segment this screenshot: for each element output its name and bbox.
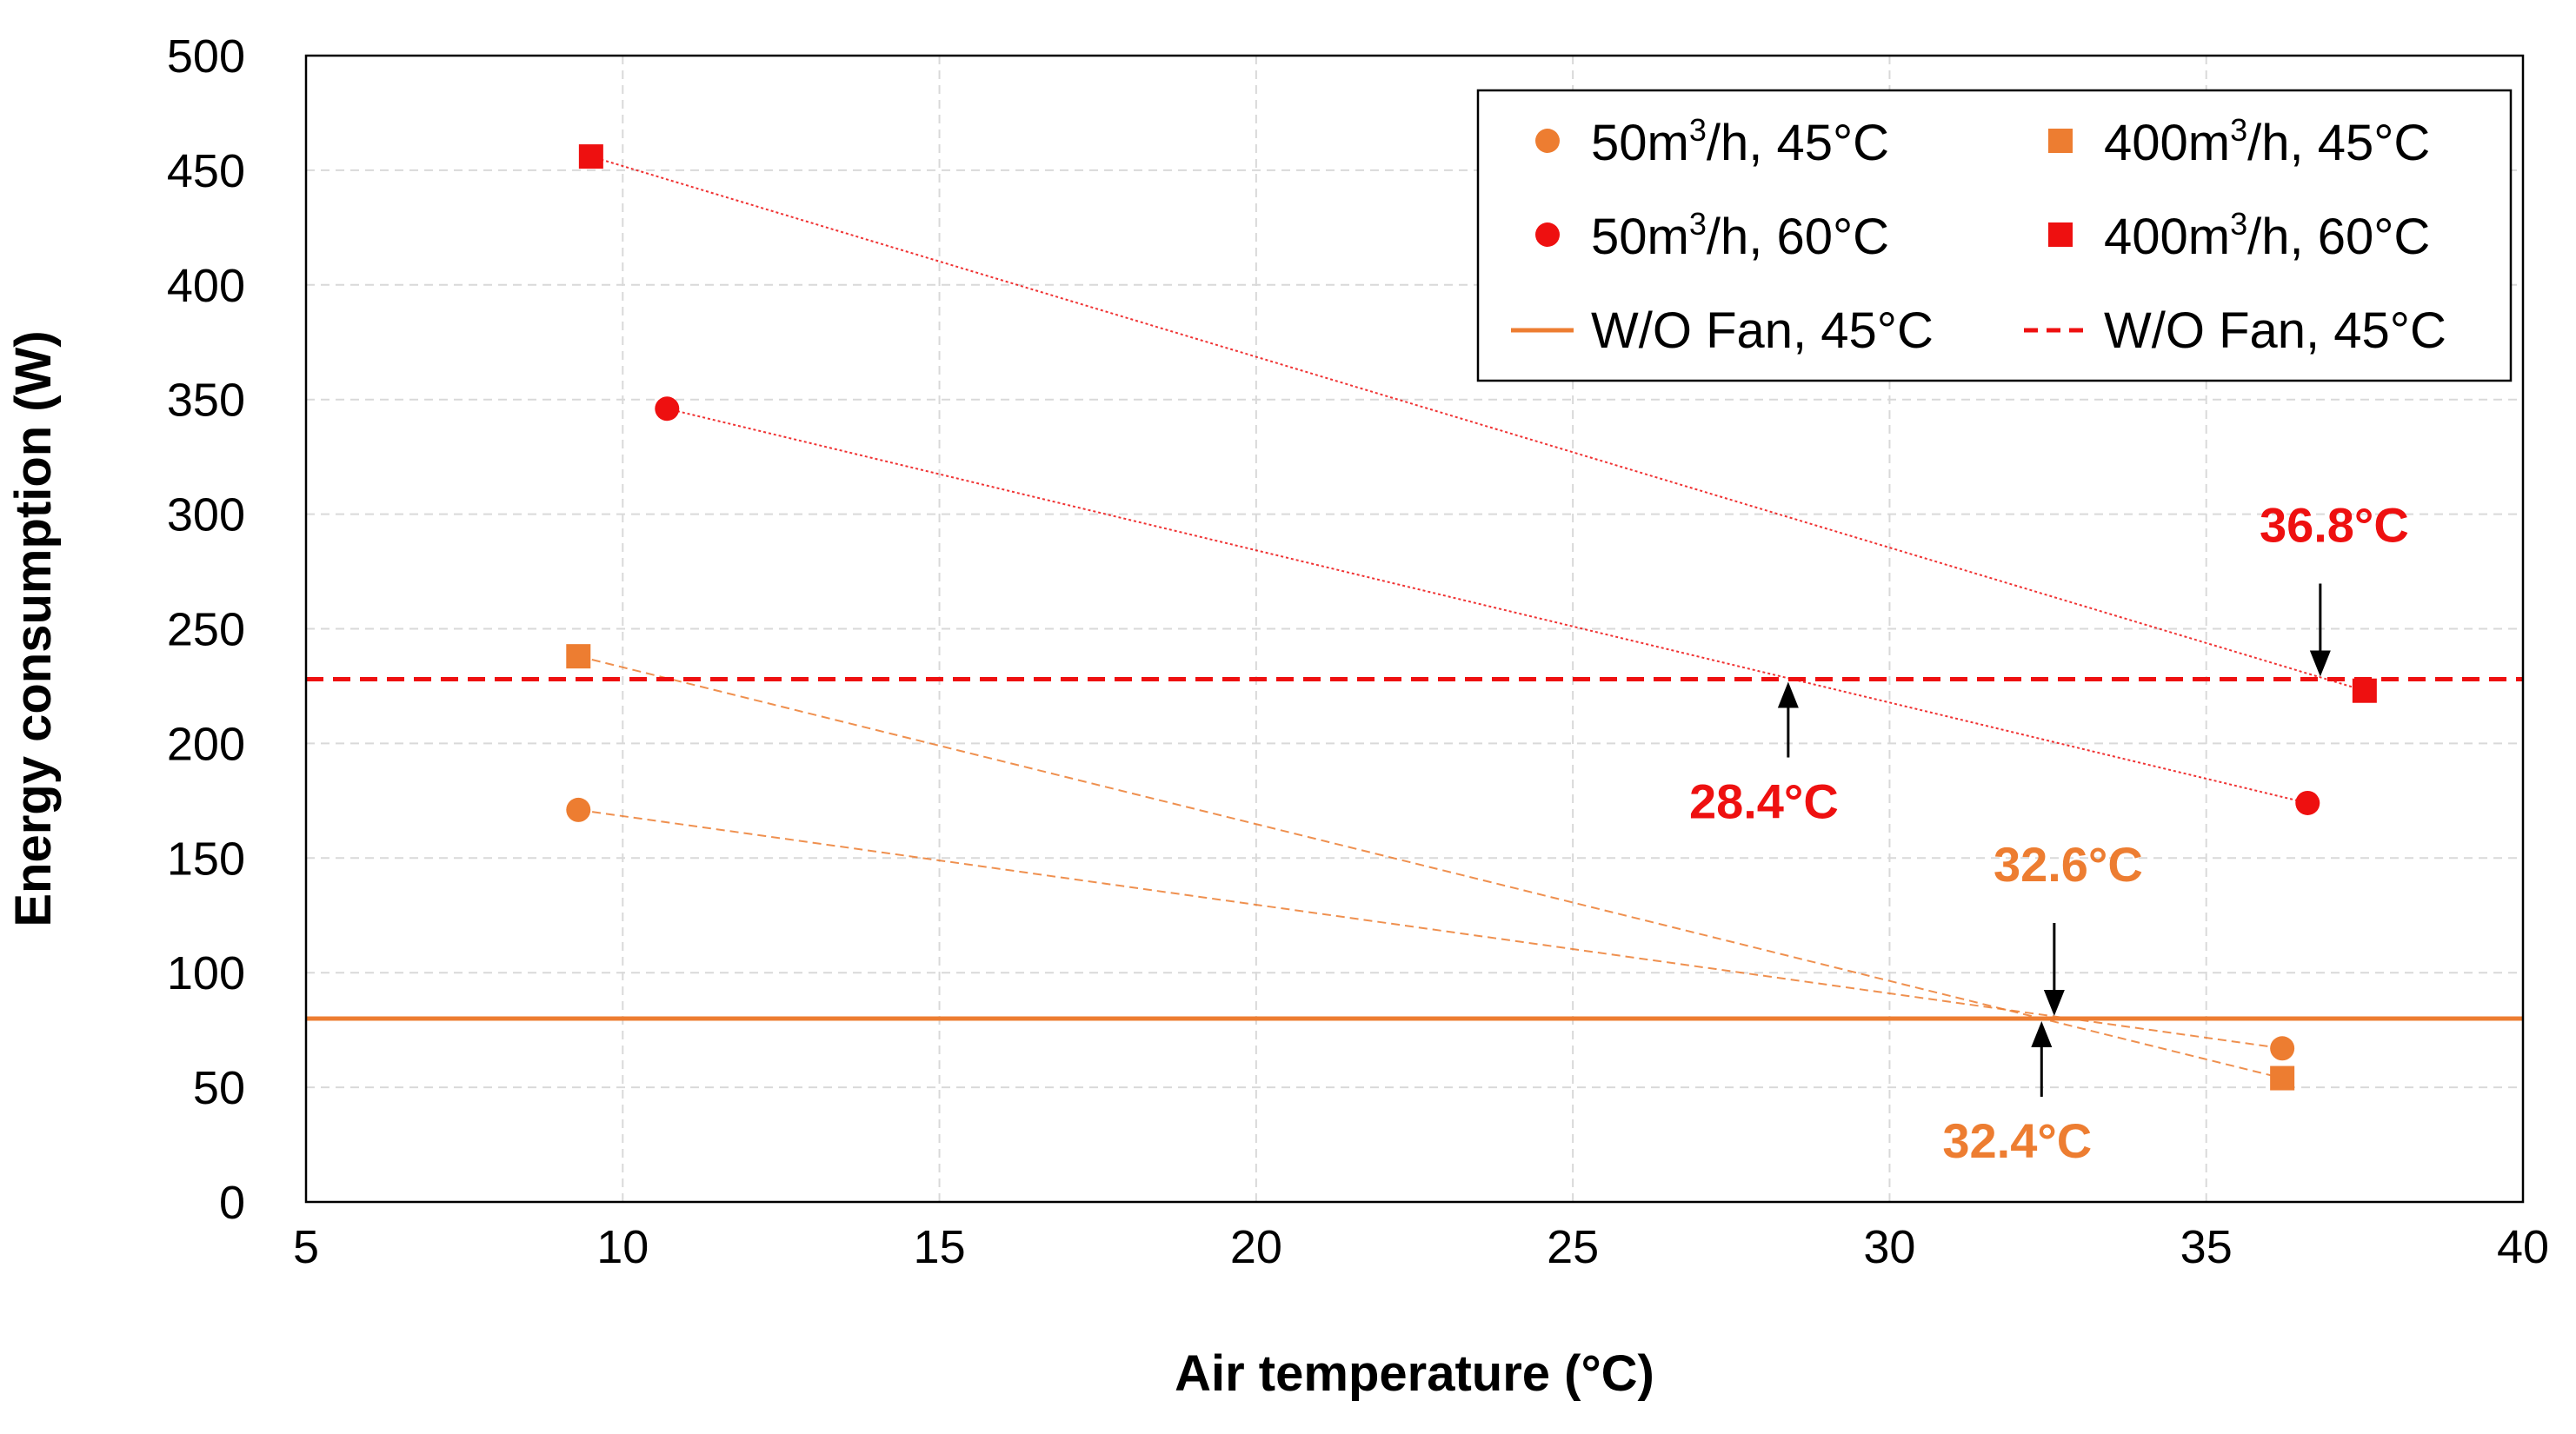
data-point-circle: [655, 396, 680, 422]
legend-label-main: 400m: [2104, 209, 2230, 265]
y-tick-label: 450: [167, 145, 245, 197]
crossing-annotations: 36.8°C 28.4°C 32.6°C 32.4°C: [1689, 498, 2409, 1168]
y-tick-label: 500: [167, 30, 245, 83]
legend-label: 50m3/h, 45°C: [1591, 112, 1889, 171]
legend-label: W/O Fan, 45°C: [2104, 302, 2446, 359]
trend-line: [578, 655, 2283, 1079]
y-tick-label: 100: [167, 947, 245, 999]
legend-swatch-circle: [1535, 222, 1560, 247]
y-tick-label: 350: [167, 375, 245, 427]
x-tick-label: 40: [2497, 1221, 2549, 1273]
legend-label: 400m3/h, 45°C: [2104, 112, 2430, 171]
trend-line: [590, 156, 2366, 692]
x-axis-title: Air temperature (°C): [1175, 1345, 1654, 1402]
y-tick-label: 150: [167, 833, 245, 885]
trend-lines: [578, 156, 2366, 1079]
y-tick-label: 50: [193, 1062, 245, 1114]
legend-label-main: 50m: [1591, 115, 1689, 171]
y-tick-label: 300: [167, 489, 245, 541]
annotation-label: 32.4°C: [1942, 1113, 2092, 1168]
annotation-label: 32.6°C: [1994, 837, 2143, 892]
y-tick-label: 400: [167, 260, 245, 312]
x-tick-label: 10: [596, 1221, 649, 1273]
data-point-square: [2270, 1066, 2295, 1091]
annotation-label: 28.4°C: [1689, 774, 1839, 829]
data-point-circle: [2295, 790, 2320, 815]
x-tick-label: 35: [2180, 1221, 2233, 1273]
annotation-label: 36.8°C: [2260, 498, 2409, 553]
y-axis-title: Energy consumption (W): [5, 330, 62, 926]
legend-label-rest: /h, 60°C: [2247, 209, 2430, 265]
data-markers: [566, 144, 2377, 1091]
data-point-square: [566, 644, 591, 669]
legend-label-superscript: 3: [1689, 112, 1707, 148]
axis-tick-labels: 5 10 15 20 25 30 35 400501001502002503003504004…: [167, 30, 2549, 1273]
annotation-arrowhead: [2043, 989, 2065, 1016]
legend-label-superscript: 3: [2230, 112, 2247, 148]
y-tick-label: 250: [167, 604, 245, 656]
legend-label: 400m3/h, 60°C: [2104, 206, 2430, 265]
data-point-circle: [566, 797, 591, 822]
x-tick-label: 25: [1547, 1221, 1599, 1273]
legend-label-rest: /h, 45°C: [1707, 115, 1889, 171]
plot-area-frame: [304, 54, 2525, 1204]
x-tick-label: 5: [293, 1221, 319, 1273]
legend-label-superscript: 3: [2230, 206, 2247, 242]
legend-label: 50m3/h, 60°C: [1591, 206, 1889, 265]
legend-label-rest: /h, 60°C: [1707, 209, 1889, 265]
legend-label-superscript: 3: [1689, 206, 1707, 242]
y-tick-label: 200: [167, 718, 245, 770]
annotation-arrowhead: [1777, 681, 1799, 708]
legend-label-main: 400m: [2104, 115, 2230, 171]
annotation-arrowhead: [2309, 650, 2331, 677]
legend-box: [1476, 89, 2513, 382]
legend-swatch-circle: [1535, 129, 1560, 153]
data-point-square: [2352, 678, 2377, 703]
legend-swatch-square: [2048, 222, 2073, 247]
gridlines: [306, 56, 2523, 1202]
annotation-arrowhead: [2031, 1020, 2053, 1047]
reference-lines: [306, 677, 2523, 1021]
data-point-circle: [2270, 1036, 2295, 1061]
x-tick-label: 20: [1230, 1221, 1282, 1273]
legend-swatch-square: [2048, 129, 2073, 153]
legend-label-main: 50m: [1591, 209, 1689, 265]
legend-label: W/O Fan, 45°C: [1591, 302, 1934, 359]
x-tick-label: 30: [1863, 1221, 1915, 1273]
legend-label-rest: /h, 45°C: [2247, 115, 2430, 171]
x-tick-label: 15: [914, 1221, 966, 1273]
data-point-square: [578, 144, 603, 169]
y-tick-label: 0: [219, 1177, 245, 1229]
